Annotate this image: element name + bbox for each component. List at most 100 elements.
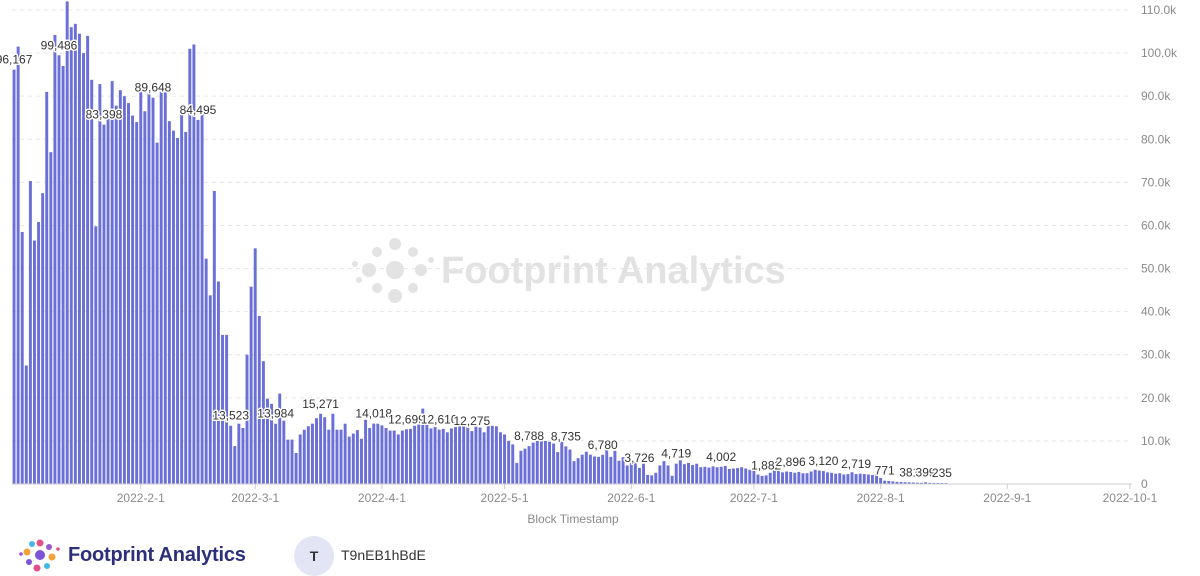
bar[interactable]: [20, 231, 24, 484]
bar[interactable]: [41, 193, 45, 485]
bar[interactable]: [372, 423, 376, 484]
bar[interactable]: [543, 440, 547, 484]
bar[interactable]: [127, 103, 130, 485]
bar[interactable]: [102, 124, 106, 485]
bar[interactable]: [286, 439, 290, 484]
bar[interactable]: [192, 44, 196, 485]
bar[interactable]: [118, 90, 122, 484]
bar[interactable]: [597, 456, 601, 484]
bar[interactable]: [613, 450, 617, 484]
bar[interactable]: [556, 452, 560, 484]
bar[interactable]: [674, 463, 678, 484]
bar[interactable]: [682, 464, 686, 484]
bar[interactable]: [216, 281, 220, 484]
bar[interactable]: [233, 446, 237, 484]
bar[interactable]: [351, 433, 355, 484]
bar[interactable]: [33, 240, 36, 484]
bar[interactable]: [895, 481, 899, 484]
bar[interactable]: [707, 467, 711, 484]
bar[interactable]: [617, 460, 621, 484]
bar[interactable]: [535, 440, 539, 484]
bar[interactable]: [650, 475, 654, 484]
bar[interactable]: [310, 423, 314, 484]
bar[interactable]: [147, 91, 151, 484]
bar[interactable]: [809, 471, 813, 484]
bar[interactable]: [830, 472, 834, 484]
bar[interactable]: [584, 451, 588, 484]
bar[interactable]: [171, 130, 175, 484]
bar[interactable]: [380, 425, 384, 484]
bar[interactable]: [445, 432, 449, 484]
bar[interactable]: [114, 105, 118, 485]
bar[interactable]: [327, 429, 331, 484]
bar[interactable]: [646, 474, 650, 484]
bar[interactable]: [298, 434, 302, 484]
bar[interactable]: [331, 413, 335, 484]
bar[interactable]: [907, 482, 911, 484]
bar[interactable]: [920, 482, 923, 484]
bar[interactable]: [781, 472, 784, 484]
bar[interactable]: [90, 79, 94, 484]
bar[interactable]: [723, 465, 727, 484]
bar[interactable]: [511, 444, 515, 484]
bar[interactable]: [339, 429, 343, 484]
bar[interactable]: [413, 425, 417, 484]
bar[interactable]: [188, 48, 192, 484]
bar[interactable]: [580, 454, 584, 484]
bar[interactable]: [37, 222, 41, 485]
bar[interactable]: [45, 91, 49, 484]
bar[interactable]: [388, 430, 392, 484]
bar[interactable]: [449, 428, 453, 484]
bar[interactable]: [821, 471, 825, 484]
bar[interactable]: [315, 418, 318, 484]
bar[interactable]: [355, 430, 359, 484]
bar[interactable]: [776, 471, 780, 484]
bar[interactable]: [278, 393, 282, 484]
bar[interactable]: [421, 408, 425, 484]
bar[interactable]: [470, 431, 474, 484]
bar[interactable]: [609, 456, 613, 484]
bar[interactable]: [155, 142, 159, 484]
bar[interactable]: [879, 477, 883, 484]
bar[interactable]: [392, 430, 396, 484]
bar[interactable]: [744, 468, 748, 484]
bar[interactable]: [16, 46, 20, 485]
bar[interactable]: [642, 463, 646, 484]
bar[interactable]: [727, 468, 731, 484]
bar[interactable]: [740, 467, 744, 484]
bar[interactable]: [899, 482, 903, 484]
bar[interactable]: [396, 434, 400, 484]
bar[interactable]: [560, 441, 564, 484]
bar[interactable]: [139, 91, 143, 484]
bar[interactable]: [229, 425, 233, 484]
bar[interactable]: [249, 286, 253, 484]
bar[interactable]: [266, 398, 269, 484]
brand[interactable]: Footprint Analytics: [18, 538, 246, 572]
bar[interactable]: [846, 474, 850, 484]
bar[interactable]: [77, 33, 81, 484]
bar[interactable]: [73, 23, 77, 484]
bar[interactable]: [813, 469, 817, 484]
bar[interactable]: [28, 181, 32, 484]
bar[interactable]: [838, 473, 842, 484]
bar[interactable]: [437, 429, 441, 484]
bar[interactable]: [221, 334, 224, 484]
bar[interactable]: [678, 460, 682, 484]
bar[interactable]: [691, 465, 695, 484]
bar[interactable]: [654, 472, 658, 484]
bar[interactable]: [805, 473, 809, 484]
bar[interactable]: [24, 365, 28, 485]
bar[interactable]: [564, 446, 568, 484]
bar[interactable]: [695, 463, 699, 484]
bar[interactable]: [817, 470, 821, 484]
bar[interactable]: [850, 472, 854, 484]
bar[interactable]: [593, 456, 596, 484]
bar[interactable]: [903, 482, 907, 484]
bar[interactable]: [433, 427, 437, 484]
bar[interactable]: [887, 480, 891, 484]
bar[interactable]: [482, 432, 486, 484]
bar[interactable]: [151, 97, 155, 485]
bar[interactable]: [253, 248, 257, 484]
bar[interactable]: [490, 425, 494, 484]
bar[interactable]: [208, 295, 212, 484]
